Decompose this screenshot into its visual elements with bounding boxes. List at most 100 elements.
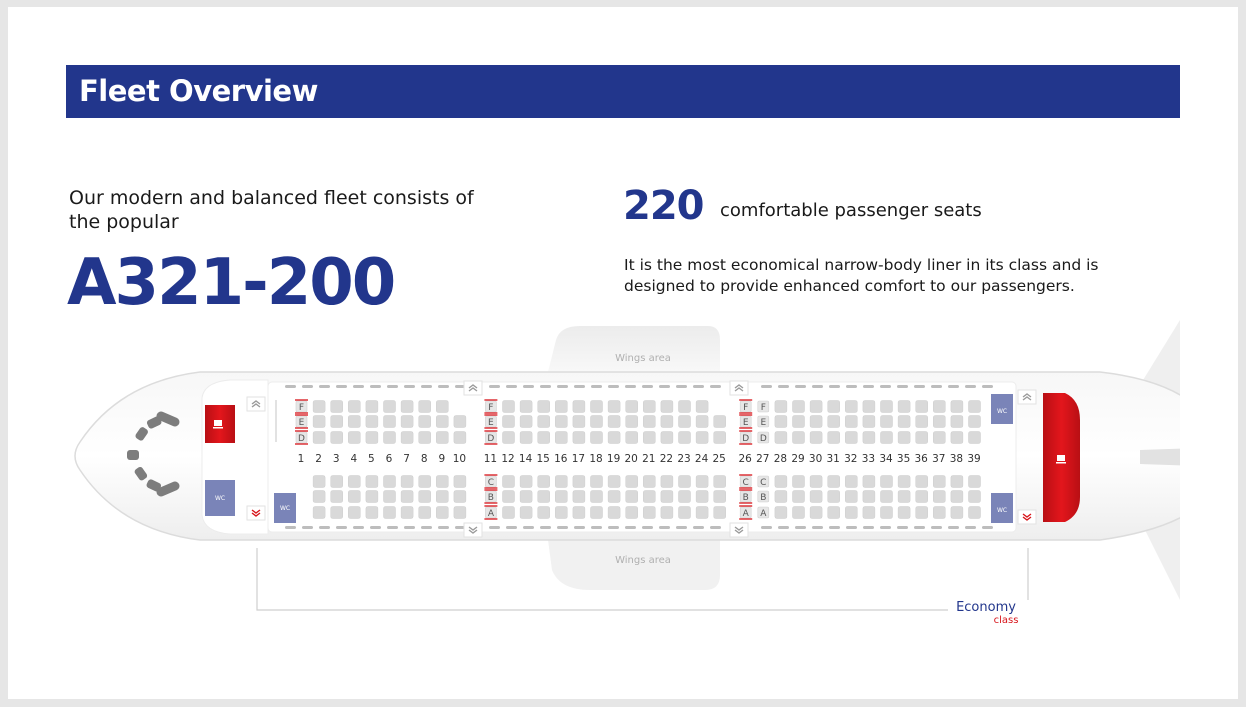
seat [502,506,515,519]
seat [660,400,674,413]
row-number: 21 [642,453,655,465]
seat-letter-marker: E [757,415,770,428]
window-dash [897,526,908,529]
seat-letter: D [487,434,494,444]
front-wc [205,480,235,516]
seat [625,415,638,428]
seat [312,475,326,488]
seat [453,506,467,519]
window-dash [710,526,721,529]
window-dash [676,526,687,529]
window-dash [523,526,534,529]
seat [607,475,621,488]
window-dash [914,526,925,529]
seat [792,431,805,444]
seat [418,475,431,488]
wings-area-label-bottom: Wings area [615,555,671,566]
seat [537,400,550,413]
seat [950,415,964,428]
seat [383,506,396,519]
seat [845,400,858,413]
seat [607,506,621,519]
seat [453,475,467,488]
wc-label: WC [997,408,1007,415]
window-dash [336,385,347,388]
seat [519,475,533,488]
seat [453,431,467,444]
seat [933,415,946,428]
seat [348,506,361,519]
seat [537,490,550,503]
seat [915,400,928,413]
seat [774,475,788,488]
seat [827,415,840,428]
row-number: 34 [879,453,893,465]
seat-letter-marker: E [739,414,753,429]
window-dash [676,385,687,388]
seat [897,431,911,444]
seat [418,506,431,519]
seat [365,506,379,519]
seat [590,506,603,519]
header-banner: Fleet Overview [66,65,1180,118]
seat [827,400,840,413]
seat [643,400,656,413]
wc-label: WC [215,495,225,502]
seat [933,475,946,488]
seat [519,400,533,413]
window-dash [438,385,449,388]
exit-down-icon [246,505,266,521]
row-number: 18 [589,453,602,465]
window-dash [642,526,653,529]
seat [607,490,621,503]
window-dash [591,385,602,388]
seat [555,475,568,488]
aircraft-description: It is the most economical narrow-body li… [624,256,1099,295]
seat [418,431,431,444]
window-dash [812,385,823,388]
window-dash [285,526,296,529]
window-dash [863,526,874,529]
seat [625,475,638,488]
seat [502,490,515,503]
seat-letter: D [742,434,749,444]
window-dash [438,526,449,529]
row-number: 30 [809,453,822,465]
window-dash [795,385,806,388]
seat [572,490,586,503]
seat-letter-marker: D [484,430,498,445]
seat [845,415,858,428]
seat [400,415,414,428]
economy-class-suffix: class [994,615,1019,626]
seat [555,506,568,519]
row-number: 2 [315,453,322,465]
window-dash [642,385,653,388]
window-dash [931,385,942,388]
seat [774,490,788,503]
seat [643,506,656,519]
window-dash [710,385,721,388]
window-dash [829,385,840,388]
seat [678,431,691,444]
seat-letter-marker: A [739,505,753,520]
seat [330,431,343,444]
seat [862,475,876,488]
seat [792,415,805,428]
seat [365,431,379,444]
seat [436,506,449,519]
row-number: 28 [774,453,787,465]
row-number: 36 [915,453,929,465]
seat-letter-marker: B [484,489,498,504]
seat [330,475,343,488]
seat [572,400,586,413]
seat-letter-marker: A [484,505,498,520]
seat [436,400,449,413]
seat [625,431,638,444]
seat-letter-marker: D [295,430,308,445]
seat [809,431,823,444]
seat [312,400,326,413]
wing-top [548,326,720,372]
seat [348,475,361,488]
seat [312,431,326,444]
seat [400,506,414,519]
